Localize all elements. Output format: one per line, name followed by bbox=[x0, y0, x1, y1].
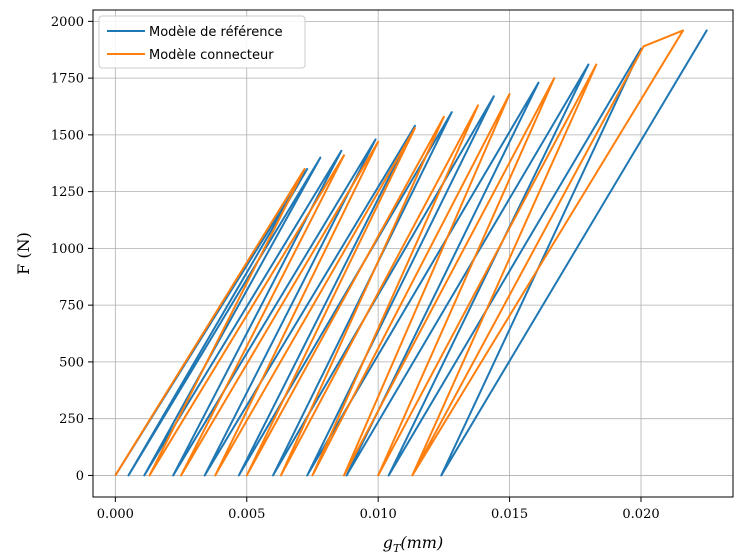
y-tick-label: 250 bbox=[59, 412, 84, 427]
series-group bbox=[114, 29, 708, 477]
x-axis-label-unit: (mm) bbox=[400, 533, 443, 552]
x-axis-ticks: 0.000 0.005 0.010 0.015 0.020 bbox=[97, 497, 660, 522]
y-tick-label: 0 bbox=[76, 469, 84, 484]
y-axis-label: F (N) bbox=[14, 232, 33, 275]
x-axis-label: gT(mm) bbox=[383, 533, 443, 555]
x-tick-label: 0.000 bbox=[97, 507, 134, 522]
x-axis-label-subscript: T bbox=[393, 542, 402, 555]
x-tick-label: 0.005 bbox=[228, 507, 265, 522]
x-axis-label-main: g bbox=[383, 533, 393, 552]
y-tick-label: 1750 bbox=[51, 72, 84, 87]
y-tick-label: 2000 bbox=[51, 15, 84, 30]
series-line-1 bbox=[114, 29, 685, 477]
legend-box bbox=[98, 15, 306, 69]
x-tick-label: 0.015 bbox=[491, 507, 528, 522]
legend: Modèle de référence Modèle connecteur bbox=[98, 15, 306, 69]
y-tick-label: 750 bbox=[59, 299, 84, 314]
legend-label-reference: Modèle de référence bbox=[149, 25, 283, 40]
y-tick-label: 1500 bbox=[51, 128, 84, 143]
x-tick-label: 0.010 bbox=[360, 507, 397, 522]
x-tick-label: 0.020 bbox=[622, 507, 659, 522]
y-tick-label: 500 bbox=[59, 355, 84, 370]
y-tick-label: 1000 bbox=[51, 242, 84, 257]
y-axis-ticks: 0 250 500 750 1000 1250 1500 1750 2000 bbox=[51, 15, 93, 484]
y-tick-label: 1250 bbox=[51, 185, 84, 200]
legend-label-connector: Modèle connecteur bbox=[149, 48, 274, 63]
plot-frame bbox=[92, 9, 734, 498]
